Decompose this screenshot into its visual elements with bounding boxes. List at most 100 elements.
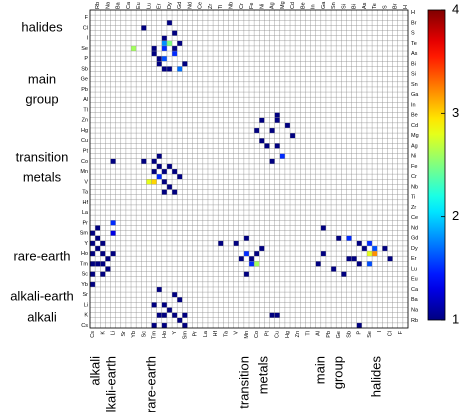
cell <box>100 261 106 267</box>
row-label: Tl <box>83 107 88 113</box>
cell <box>151 51 157 57</box>
cell <box>100 240 106 246</box>
cell <box>161 66 167 72</box>
cell <box>177 66 183 72</box>
cell <box>290 133 296 139</box>
column-label: Cd <box>290 2 296 9</box>
row-label: Hg <box>81 128 88 134</box>
cell <box>105 256 111 262</box>
cell <box>156 163 162 169</box>
column-label: Ho <box>162 331 168 338</box>
cell <box>166 40 173 46</box>
cell <box>356 322 362 328</box>
column-label: Ti <box>218 5 224 9</box>
row-group-label: alkali <box>27 309 57 324</box>
column-label: Li <box>111 331 117 335</box>
colorbar-tick-label: 2 <box>452 208 459 223</box>
cell <box>177 317 183 323</box>
column-label: Be <box>300 2 306 9</box>
column-label: Eu <box>136 2 142 9</box>
column-label: Hg <box>285 331 291 338</box>
row-label: Pb <box>81 87 88 93</box>
cell <box>156 153 162 159</box>
cell <box>90 281 96 287</box>
cell <box>259 117 265 123</box>
column-label: Sm <box>182 331 188 340</box>
cell <box>182 312 188 318</box>
cell <box>341 271 347 277</box>
row-label: Nd <box>411 225 418 231</box>
cell <box>177 40 183 46</box>
cell <box>172 30 178 36</box>
row-label: Ca <box>411 287 419 293</box>
column-label: F <box>398 330 404 334</box>
row-label: Co <box>81 159 88 165</box>
column-label: In <box>311 4 317 9</box>
cell <box>172 189 178 195</box>
row-label: Ge <box>81 77 88 83</box>
cell <box>264 143 270 149</box>
row-label: S <box>411 31 415 37</box>
cell <box>331 266 337 272</box>
column-label: Sn <box>331 2 337 9</box>
cell <box>100 251 106 257</box>
row-label: Be <box>411 113 418 119</box>
row-label: Pt <box>83 149 89 155</box>
row-label: Ho <box>81 251 88 257</box>
column-label: V <box>234 331 240 335</box>
cell <box>366 261 373 267</box>
column-label: As <box>362 2 368 9</box>
cell <box>161 322 167 328</box>
cell <box>279 153 285 159</box>
row-label: Ni <box>411 154 416 160</box>
cell <box>95 261 101 267</box>
column-label: Tl <box>305 331 311 336</box>
cell <box>131 45 137 52</box>
column-group-label: alkali <box>87 356 102 386</box>
cell <box>284 122 291 128</box>
cell <box>320 251 326 257</box>
cell <box>151 158 157 164</box>
column-label: K <box>100 331 106 335</box>
row-label: Ba <box>411 297 419 303</box>
column-label: Y <box>172 331 178 335</box>
column-label: Ta <box>223 330 229 337</box>
cell <box>161 189 167 195</box>
column-label: Co <box>254 331 260 338</box>
row-label: I <box>86 36 88 42</box>
column-label: Ag <box>270 2 276 9</box>
row-label: Br <box>411 20 417 26</box>
column-label: Ba <box>116 1 122 9</box>
cell <box>259 245 265 252</box>
cell <box>110 230 116 236</box>
column-label: Nd <box>187 2 193 9</box>
row-label: Li <box>84 302 88 308</box>
column-label: Gd <box>177 2 183 9</box>
row-label: Ta <box>82 190 89 196</box>
cell <box>161 312 167 318</box>
cell <box>161 35 167 41</box>
cell <box>243 271 249 277</box>
cell <box>161 45 167 52</box>
row-label: Y <box>84 241 88 247</box>
row-label: Ce <box>411 215 418 221</box>
column-group-label: rare-earth <box>143 356 158 412</box>
row-label: Er <box>411 256 417 262</box>
cell <box>259 138 265 144</box>
column-label: Sb <box>346 331 352 338</box>
row-group-label: main <box>28 71 56 86</box>
row-label: Mg <box>411 133 419 139</box>
column-label: Er <box>157 3 163 9</box>
cell <box>336 235 342 241</box>
cell <box>161 56 167 62</box>
row-label: Se <box>81 46 88 52</box>
colorbar <box>427 9 446 321</box>
column-label: Pt <box>264 331 270 337</box>
row-label: Sn <box>411 82 418 88</box>
column-group-label: main <box>312 356 327 384</box>
column-label: Lu <box>146 3 152 9</box>
column-label: P <box>357 331 363 335</box>
row-label: As <box>411 51 418 57</box>
row-label: Cd <box>411 123 418 129</box>
row-label: Te <box>411 41 417 47</box>
